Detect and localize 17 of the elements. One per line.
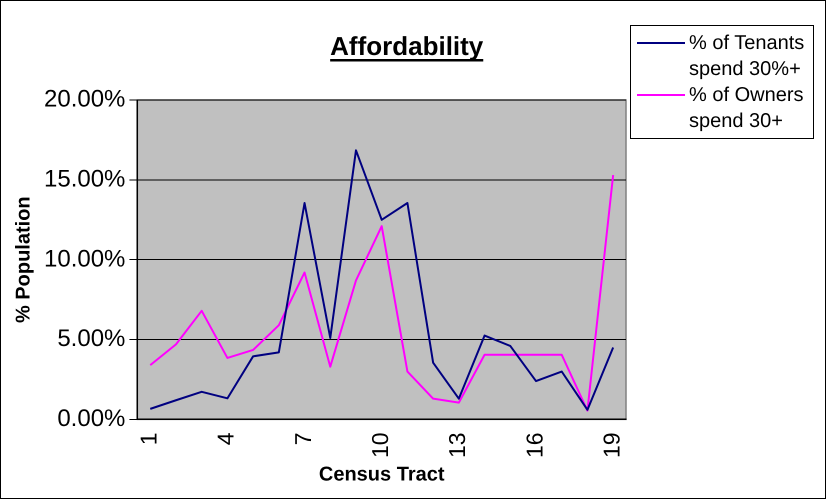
x-tick-label: 1 <box>136 432 162 446</box>
y-tick-label: 20.00% <box>44 86 126 113</box>
x-tick-label: 10 <box>367 432 394 458</box>
legend-label: % of Tenants spend 30%+ <box>689 31 806 82</box>
y-tick-label: 15.00% <box>44 165 126 192</box>
y-tick-label: 5.00% <box>57 325 126 352</box>
y-axis-title: % Population <box>12 196 35 324</box>
y-tick-label: 10.00% <box>44 245 126 272</box>
legend-label: % of Owners spend 30+ <box>689 83 804 134</box>
x-tick-label: 16 <box>521 432 548 458</box>
x-tick-label: 4 <box>212 432 239 446</box>
chart-title: Affordability <box>330 31 484 61</box>
x-axis-title: Census Tract <box>318 464 445 486</box>
x-tick-label: 7 <box>290 432 316 446</box>
x-tick-label: 19 <box>598 432 624 458</box>
y-tick-label: 0.00% <box>57 405 126 432</box>
x-tick-label: 13 <box>444 432 470 458</box>
